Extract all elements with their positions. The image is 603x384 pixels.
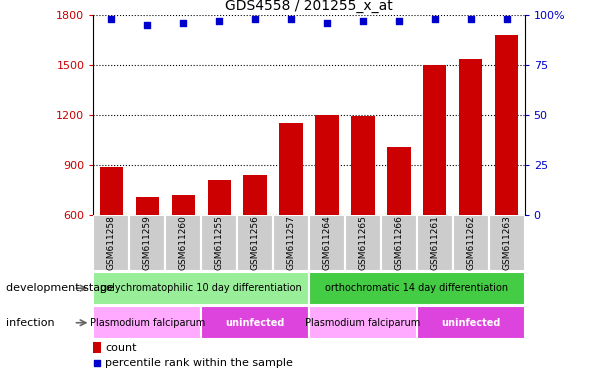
Bar — [309, 306, 417, 339]
Bar — [93, 306, 201, 339]
Bar — [352, 116, 374, 315]
Bar — [244, 175, 267, 315]
Text: GSM611260: GSM611260 — [178, 215, 188, 270]
Point — [430, 16, 440, 22]
Bar — [172, 195, 195, 315]
Bar — [453, 215, 488, 271]
Bar — [387, 147, 411, 315]
Point — [250, 16, 260, 22]
Text: polychromatophilic 10 day differentiation: polychromatophilic 10 day differentiatio… — [100, 283, 302, 293]
Bar — [345, 215, 381, 271]
Bar — [488, 215, 525, 271]
Point — [142, 22, 152, 28]
Bar — [423, 65, 446, 315]
Text: GSM611264: GSM611264 — [323, 215, 332, 270]
Text: GSM611256: GSM611256 — [251, 215, 260, 270]
Bar — [417, 215, 453, 271]
Point — [107, 16, 116, 22]
Bar — [136, 197, 159, 315]
Text: Plasmodium falciparum: Plasmodium falciparum — [305, 318, 420, 328]
Bar — [99, 167, 123, 315]
Text: GSM611263: GSM611263 — [502, 215, 511, 270]
Text: uninfected: uninfected — [441, 318, 500, 328]
Text: GSM611262: GSM611262 — [466, 215, 475, 270]
Text: GSM611257: GSM611257 — [286, 215, 295, 270]
Bar — [93, 343, 101, 353]
Text: GSM611259: GSM611259 — [143, 215, 152, 270]
Bar — [273, 215, 309, 271]
Text: Plasmodium falciparum: Plasmodium falciparum — [90, 318, 205, 328]
Text: GSM611266: GSM611266 — [394, 215, 403, 270]
Point — [394, 18, 403, 25]
Point — [286, 16, 296, 22]
Text: count: count — [105, 343, 137, 353]
Bar — [237, 215, 273, 271]
Bar — [93, 215, 130, 271]
Text: GSM611261: GSM611261 — [431, 215, 440, 270]
Bar — [130, 215, 165, 271]
Bar — [207, 180, 231, 315]
Text: percentile rank within the sample: percentile rank within the sample — [105, 358, 293, 368]
Bar — [309, 215, 345, 271]
Point — [466, 16, 476, 22]
Bar — [315, 115, 339, 315]
Bar — [495, 35, 519, 315]
Point — [322, 20, 332, 26]
Bar — [93, 272, 309, 305]
Bar — [165, 215, 201, 271]
Title: GDS4558 / 201255_x_at: GDS4558 / 201255_x_at — [225, 0, 393, 13]
Bar — [381, 215, 417, 271]
Bar — [201, 306, 309, 339]
Point — [215, 18, 224, 25]
Bar — [201, 215, 237, 271]
Point — [358, 18, 368, 25]
Bar — [459, 59, 482, 315]
Text: orthochromatic 14 day differentiation: orthochromatic 14 day differentiation — [325, 283, 508, 293]
Point — [92, 360, 102, 366]
Bar — [417, 306, 525, 339]
Bar — [309, 272, 525, 305]
Text: GSM611258: GSM611258 — [107, 215, 116, 270]
Bar — [279, 123, 303, 315]
Text: GSM611265: GSM611265 — [358, 215, 367, 270]
Text: infection: infection — [6, 318, 55, 328]
Text: GSM611255: GSM611255 — [215, 215, 224, 270]
Text: uninfected: uninfected — [226, 318, 285, 328]
Point — [178, 20, 188, 26]
Text: development stage: development stage — [6, 283, 114, 293]
Point — [502, 16, 511, 22]
